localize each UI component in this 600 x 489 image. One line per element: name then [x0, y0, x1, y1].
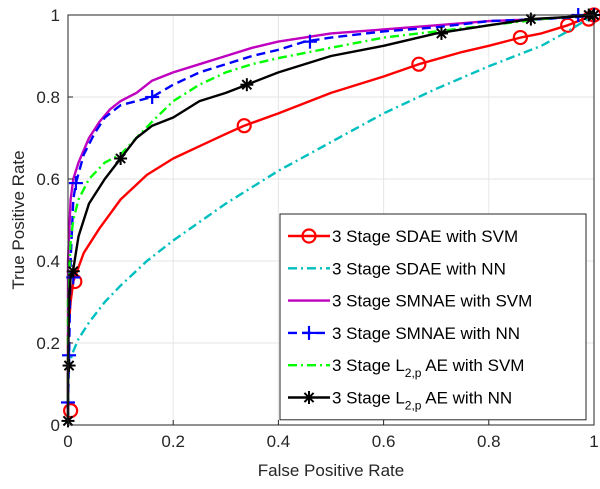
y-tick-label: 1	[51, 6, 60, 25]
x-tick-label: 0.2	[161, 432, 185, 451]
series-line	[66, 13, 595, 409]
legend-entry: 3 Stage SMNAE with NN	[288, 324, 520, 343]
legend-marker	[301, 228, 317, 244]
y-tick-label: 0.2	[36, 334, 60, 353]
x-tick-label: 0.6	[372, 432, 396, 451]
series-line	[66, 13, 595, 413]
series-marker	[62, 359, 76, 373]
series-marker	[302, 34, 317, 49]
series-marker	[236, 118, 252, 134]
x-tick-label: 1	[589, 432, 598, 451]
legend-entry: 3 Stage L2,p AE with NN	[288, 389, 512, 413]
series-line	[66, 13, 595, 421]
y-tick-label: 0.8	[36, 88, 60, 107]
series-marker	[524, 12, 538, 26]
legend-label: 3 Stage SDAE with SVM	[332, 227, 518, 246]
series-3	[66, 13, 595, 421]
series-2	[66, 13, 595, 409]
axis-ticks: 0 0.2 0.4 0.6 0.8 1 0 0.2 0.4 0.6 0.8 1	[36, 6, 598, 451]
legend-label: 3 Stage SMNAE with NN	[332, 324, 520, 343]
legend-box	[279, 213, 587, 421]
legend-entry: 3 Stage L2,p AE with SVM	[288, 356, 524, 380]
legend-entry: 3 Stage SDAE with SVM	[288, 227, 518, 246]
series-marker	[434, 26, 448, 40]
y-axis-title: True Positive Rate	[9, 150, 28, 289]
series-marker	[411, 56, 427, 72]
x-tick-label: 0	[63, 432, 72, 451]
series-marker	[66, 264, 80, 278]
series-marker	[114, 152, 128, 165]
legend-label: 3 Stage L2,p AE with SVM	[332, 356, 524, 380]
legend-marker	[302, 325, 316, 340]
y-tick-label: 0	[51, 416, 60, 435]
x-tick-label: 0.4	[267, 432, 291, 451]
y-tick-label: 0.6	[36, 170, 60, 189]
legend: 3 Stage SDAE with SVM 3 Stage SDAE with N…	[279, 213, 587, 421]
x-axis-title: False Positive Rate	[258, 461, 404, 480]
series-line	[66, 13, 595, 421]
series-marker	[512, 29, 528, 46]
series-marker	[240, 78, 254, 92]
series-marker	[145, 90, 160, 104]
y-tick-label: 0.4	[36, 252, 60, 271]
legend-label: 3 Stage L2,p AE with NN	[332, 389, 512, 413]
legend-label: 3 Stage SMNAE with SVM	[332, 292, 532, 311]
legend-entry: 3 Stage SDAE with NN	[288, 259, 506, 278]
x-tick-label: 0.8	[477, 432, 501, 451]
legend-entry: 3 Stage SMNAE with SVM	[288, 292, 532, 311]
legend-label: 3 Stage SDAE with NN	[332, 259, 506, 278]
series-marker	[63, 403, 79, 419]
series-marker	[68, 176, 83, 191]
legend-marker	[302, 391, 316, 404]
plot-frame	[67, 14, 595, 426]
